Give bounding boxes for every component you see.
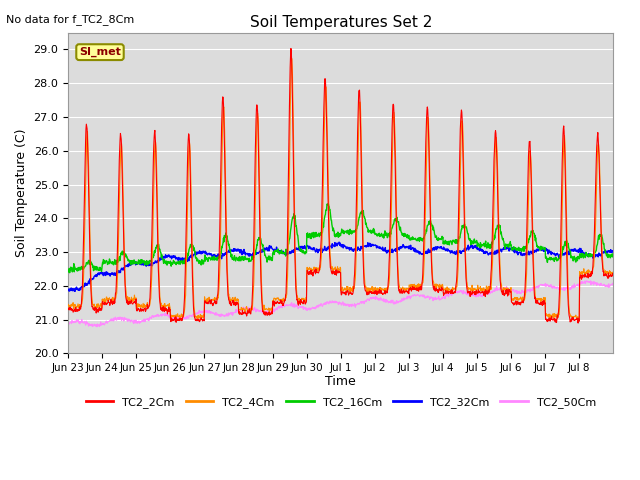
X-axis label: Time: Time: [325, 374, 356, 387]
Text: No data for f_TC2_8Cm: No data for f_TC2_8Cm: [6, 14, 134, 25]
Text: SI_met: SI_met: [79, 47, 121, 57]
Y-axis label: Soil Temperature (C): Soil Temperature (C): [15, 129, 28, 257]
Legend: TC2_2Cm, TC2_4Cm, TC2_16Cm, TC2_32Cm, TC2_50Cm: TC2_2Cm, TC2_4Cm, TC2_16Cm, TC2_32Cm, TC…: [81, 392, 600, 412]
Title: Soil Temperatures Set 2: Soil Temperatures Set 2: [250, 15, 432, 30]
